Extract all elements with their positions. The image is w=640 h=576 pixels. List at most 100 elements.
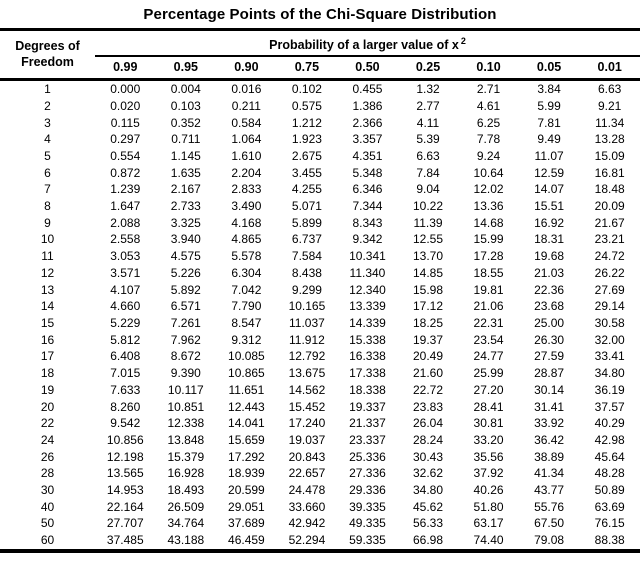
value-cell: 59.335 xyxy=(349,533,386,548)
value-cell: 14.562 xyxy=(288,382,326,397)
column-header-row: 0.99 0.95 0.90 0.75 0.50 0.25 0.10 0.05 0.01 xyxy=(0,56,640,80)
value-cell: 40.26 xyxy=(473,483,504,498)
value-cell: 18.25 xyxy=(412,316,444,330)
value-cell: 2.558 xyxy=(110,232,141,247)
value-cell: 43.188 xyxy=(167,533,205,548)
df-cell: 9 xyxy=(44,215,51,230)
probability-group-label: Probability of a larger value of x xyxy=(269,38,459,53)
value-cell: 50.89 xyxy=(594,483,625,498)
value-cell: 4.168 xyxy=(231,215,262,230)
table-row: 13 4.107 5.892 7.042 9.299 12.340 15.98 19.81 22… xyxy=(0,282,640,299)
value-cell: 56.33 xyxy=(412,516,444,531)
value-cell: 33.20 xyxy=(473,432,504,447)
value-cell: 0.575 xyxy=(291,98,322,113)
value-cell: 6.346 xyxy=(352,182,383,197)
value-cell: 30.81 xyxy=(473,416,504,431)
value-cell: 25.336 xyxy=(349,449,386,464)
value-cell: 0.584 xyxy=(231,115,262,130)
table-row: 6 0.872 1.635 2.204 3.455 5.348 7.84 10.64 12.59… xyxy=(0,165,640,182)
value-cell: 4.107 xyxy=(110,282,141,297)
value-cell: 13.36 xyxy=(473,199,504,214)
value-cell: 11.912 xyxy=(289,332,325,347)
value-cell: 13.339 xyxy=(349,299,386,314)
value-cell: 12.02 xyxy=(473,182,504,197)
value-cell: 24.77 xyxy=(473,349,504,364)
value-cell: 3.571 xyxy=(110,265,141,280)
table-row: 11 3.053 4.575 5.578 7.584 10.341 13.70 17.28 19… xyxy=(0,248,640,265)
probability-column-header: 0.01 xyxy=(597,60,622,75)
value-cell: 6.63 xyxy=(416,148,440,163)
value-cell: 5.226 xyxy=(170,265,201,280)
value-cell: 37.485 xyxy=(106,533,144,548)
value-cell: 1.064 xyxy=(231,132,262,147)
df-cell: 5 xyxy=(44,148,51,163)
value-cell: 0.103 xyxy=(170,98,201,113)
value-cell: 32.00 xyxy=(594,332,625,347)
table-row: 16 5.812 7.962 9.312 11.912 15.338 19.37 23.54 2… xyxy=(0,332,640,349)
value-cell: 25.99 xyxy=(473,366,504,381)
value-cell: 7.78 xyxy=(476,132,501,147)
value-cell: 10.22 xyxy=(412,199,444,214)
table-row: 28 13.565 16.928 18.939 22.657 27.336 32.62 37.… xyxy=(0,465,640,482)
probability-column-header: 0.75 xyxy=(294,60,320,75)
table-row: 50 27.707 34.764 37.689 42.942 49.335 56.33 63.… xyxy=(0,515,640,532)
df-cell: 8 xyxy=(44,199,51,214)
value-cell: 63.69 xyxy=(594,499,625,514)
value-cell: 17.338 xyxy=(349,366,386,381)
value-cell: 17.28 xyxy=(473,249,504,264)
value-cell: 17.240 xyxy=(288,416,326,431)
value-cell: 36.42 xyxy=(534,432,565,447)
value-cell: 27.707 xyxy=(106,516,144,531)
table-row: 1 0.000 0.004 0.016 0.102 0.455 1.32 2.71 3.84 6.… xyxy=(0,80,640,98)
df-cell: 12 xyxy=(40,265,55,280)
value-cell: 45.62 xyxy=(412,499,444,514)
value-cell: 7.584 xyxy=(291,249,322,264)
value-cell: 10.341 xyxy=(349,249,386,264)
df-cell: 16 xyxy=(40,332,55,347)
value-cell: 16.928 xyxy=(167,466,205,481)
value-cell: 6.304 xyxy=(231,265,262,280)
value-cell: 7.633 xyxy=(110,382,141,397)
value-cell: 0.872 xyxy=(110,165,141,180)
value-cell: 7.962 xyxy=(170,332,201,347)
value-cell: 1.145 xyxy=(170,148,201,163)
value-cell: 37.689 xyxy=(228,516,265,531)
df-cell: 1 xyxy=(44,82,51,97)
value-cell: 7.261 xyxy=(170,316,201,330)
value-cell: 23.21 xyxy=(594,232,625,247)
value-cell: 12.59 xyxy=(534,165,565,180)
value-cell: 9.390 xyxy=(170,366,201,381)
value-cell: 8.438 xyxy=(291,265,322,280)
value-cell: 14.953 xyxy=(106,483,144,498)
value-cell: 10.117 xyxy=(167,382,204,397)
value-cell: 7.84 xyxy=(416,165,440,180)
value-cell: 31.41 xyxy=(534,399,565,414)
df-cell: 24 xyxy=(40,432,55,447)
value-cell: 20.09 xyxy=(594,199,625,214)
value-cell: 19.337 xyxy=(349,399,386,414)
value-cell: 0.297 xyxy=(110,132,141,147)
value-cell: 37.57 xyxy=(594,399,625,414)
value-cell: 6.571 xyxy=(170,299,201,314)
value-cell: 15.09 xyxy=(594,148,625,163)
value-cell: 0.016 xyxy=(231,82,262,97)
table-row: 14 4.660 6.571 7.790 10.165 13.339 17.12 21.06 2… xyxy=(0,298,640,315)
value-cell: 30.14 xyxy=(534,382,565,397)
value-cell: 6.737 xyxy=(291,232,322,247)
value-cell: 11.340 xyxy=(349,265,386,280)
value-cell: 27.69 xyxy=(594,282,625,297)
value-cell: 21.60 xyxy=(412,366,444,381)
value-cell: 2.204 xyxy=(231,165,262,180)
value-cell: 0.115 xyxy=(110,115,140,130)
table-row: 8 1.647 2.733 3.490 5.071 7.344 10.22 13.36 15.5… xyxy=(0,198,640,215)
value-cell: 16.92 xyxy=(534,215,565,230)
value-cell: 21.67 xyxy=(594,215,625,230)
value-cell: 37.92 xyxy=(473,466,504,481)
value-cell: 8.260 xyxy=(110,399,141,414)
df-cell: 18 xyxy=(40,366,55,381)
value-cell: 14.041 xyxy=(228,416,265,431)
value-cell: 12.55 xyxy=(412,232,444,247)
df-cell: 26 xyxy=(40,449,55,464)
value-cell: 0.211 xyxy=(231,98,261,113)
value-cell: 10.851 xyxy=(167,399,205,414)
